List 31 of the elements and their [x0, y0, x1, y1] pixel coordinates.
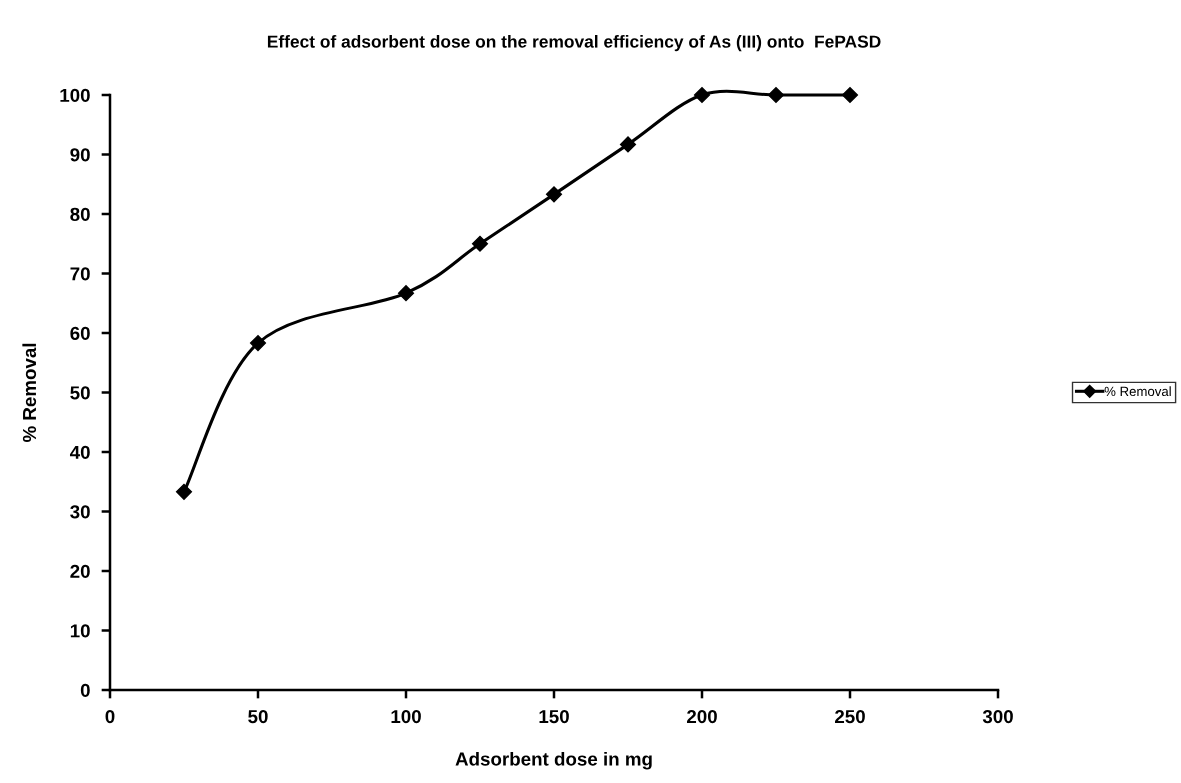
chart-title: Effect of adsorbent dose on the removal efficiency of As (III) onto FePASD — [267, 35, 881, 52]
x-tick-label: 50 — [248, 709, 268, 724]
y-tick-label: 10 — [70, 624, 90, 638]
point — [693, 86, 711, 104]
x-axis-title: Adsorbent dose in mg — [455, 751, 652, 770]
point — [767, 86, 785, 104]
point — [397, 285, 415, 302]
y-tick-label: 30 — [70, 505, 90, 519]
point — [841, 86, 859, 104]
y-tick-label: 80 — [70, 207, 90, 221]
x-tick-label: 250 — [835, 709, 865, 724]
y-tick-label: 100 — [60, 88, 90, 102]
x-tick-label: 100 — [391, 709, 421, 724]
point — [175, 483, 193, 500]
point — [249, 335, 267, 352]
y-tick-label: 40 — [69, 445, 90, 459]
x-tick-label: 0 — [105, 709, 115, 724]
point — [471, 235, 489, 252]
x-tick-label: 150 — [539, 709, 569, 724]
y-tick-label: 0 — [80, 683, 90, 697]
y-axis-title: % Removal — [22, 343, 37, 443]
point — [619, 136, 637, 153]
x-tick-label: 200 — [687, 709, 717, 724]
legend-label: % Removal — [1104, 386, 1171, 397]
y-tick-label: 20 — [70, 564, 90, 578]
y-tick-label: 60 — [70, 326, 90, 340]
y-tick-label: 90 — [70, 148, 90, 162]
x-tick-label: 300 — [982, 709, 1013, 724]
point — [545, 186, 563, 203]
y-tick-label: 50 — [70, 386, 90, 400]
y-tick-label: 70 — [70, 267, 90, 281]
